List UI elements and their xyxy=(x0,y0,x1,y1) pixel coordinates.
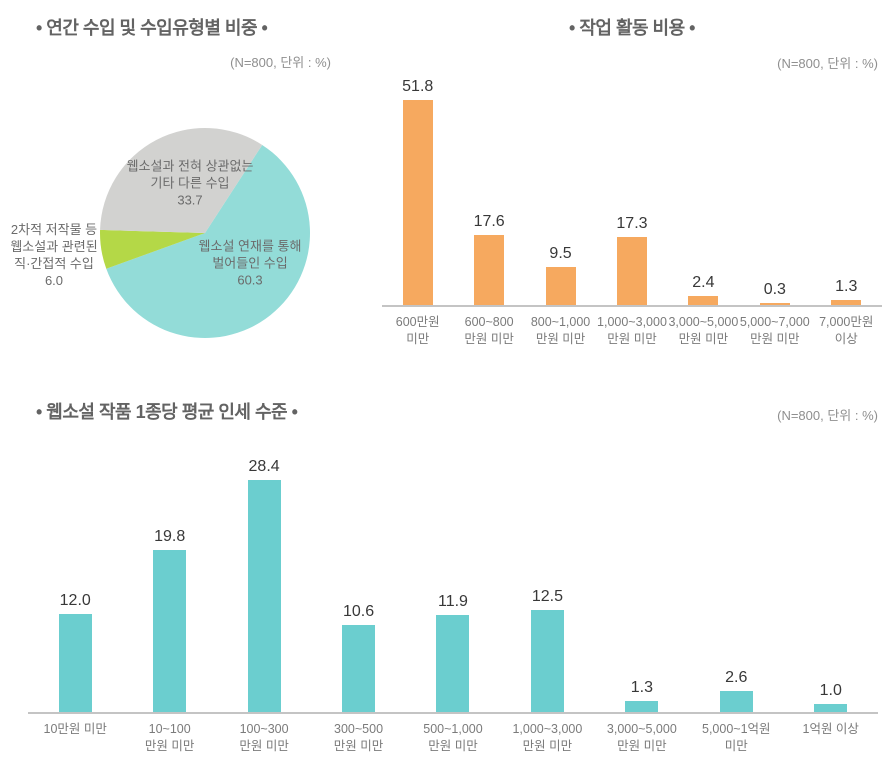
bar-value-label: 1.0 xyxy=(819,681,842,699)
pie-slice xyxy=(100,128,263,233)
bar xyxy=(342,625,376,712)
bar-category-label: 100~300 만원 미만 xyxy=(239,722,289,753)
bar-plot-area: 51.8 17.6 9.5 17.3 2.4 0.3 1.3 xyxy=(382,78,882,307)
bar xyxy=(759,303,790,305)
bar-value-label: 0.3 xyxy=(763,281,786,298)
avg-royalty-sample-note: (N=800, 단위 : %) xyxy=(777,408,878,423)
avg-royalty-chart-title: • 웹소설 작품 1종당 평균 인세 수준 • xyxy=(36,402,298,422)
bar-value-label: 11.9 xyxy=(437,592,468,610)
work-cost-bar-chart: 51.8 17.6 9.5 17.3 2.4 0.3 1.3 600만원 미만 600~800 … xyxy=(382,78,882,348)
pie-sample-note: (N=800, 단위 : %) xyxy=(230,55,331,70)
bar xyxy=(402,100,433,305)
bar-category-label: 7,000만원 이상 xyxy=(819,315,874,346)
bar-category-label: 800~1,000 만원 미만 xyxy=(530,315,591,346)
bar-column: 10.6 xyxy=(311,603,405,712)
bar-category-label: 600만원 미만 xyxy=(395,315,440,346)
bar xyxy=(153,550,187,712)
bar-category-label: 3,000~5,000 만원 미만 xyxy=(606,722,677,753)
bar xyxy=(719,690,753,712)
bar xyxy=(436,614,470,712)
bar-column: 51.8 xyxy=(382,78,453,305)
bar-column: 12.5 xyxy=(500,588,594,712)
bar-plot-area: 12.0 19.8 28.4 10.6 11.9 12.5 1.3 2.6 1.0 xyxy=(28,458,878,714)
pie-slice xyxy=(106,144,310,338)
bar-column: 9.5 xyxy=(525,245,596,305)
bar-column: 28.4 xyxy=(217,458,311,712)
avg-royalty-bar-chart: 12.0 19.8 28.4 10.6 11.9 12.5 1.3 2.6 1.0 10만원 미만… xyxy=(28,458,878,755)
bar-value-label: 17.3 xyxy=(616,214,648,232)
bar-column: 17.6 xyxy=(453,213,524,305)
bar-column: 0.3 xyxy=(739,281,810,305)
bar xyxy=(247,480,281,712)
bar xyxy=(58,614,92,712)
bar-column: 12.0 xyxy=(28,592,122,712)
bar-category-label: 3,000~5,000 만원 미만 xyxy=(668,315,739,346)
bar-value-label: 9.5 xyxy=(549,245,572,263)
bar xyxy=(814,703,848,712)
category-axis: 10만원 미만 10~100 만원 미만 100~300 만원 미만 300~500 … xyxy=(28,714,878,755)
pie-chart-title: • 연간 수입 및 수입유형별 비중 • xyxy=(36,18,268,38)
bar-value-label: 2.6 xyxy=(725,668,748,686)
bar-column: 17.3 xyxy=(596,214,667,305)
bar-category-label: 300~500 만원 미만 xyxy=(333,722,384,753)
bar-value-label: 1.3 xyxy=(630,679,653,697)
category-axis: 600만원 미만 600~800 만원 미만 800~1,000 만원 미만 1,00… xyxy=(382,307,882,348)
bar-category-label: 1,000~3,000 만원 미만 xyxy=(512,722,583,753)
bar-value-label: 51.8 xyxy=(402,78,434,95)
bar-value-label: 1.3 xyxy=(835,277,858,295)
bar-column: 2.4 xyxy=(668,273,739,305)
income-type-pie-chart: 웹소설 연재를 통해 벌어들인 수입 60.3 2차적 저작물 등 웹소설과 관련… xyxy=(0,95,380,375)
bar-category-label: 1억원 이상 xyxy=(802,722,859,736)
bar-value-label: 12.5 xyxy=(531,587,563,605)
bar-column: 19.8 xyxy=(122,528,216,712)
bar-column: 1.3 xyxy=(811,278,882,305)
bar xyxy=(688,295,719,305)
bar xyxy=(530,609,564,712)
bar-value-label: 12.0 xyxy=(59,592,91,609)
bar-value-label: 19.8 xyxy=(154,528,186,546)
bar-value-label: 17.6 xyxy=(473,213,505,231)
bar-column: 2.6 xyxy=(689,669,783,712)
bar-category-label: 500~1,000 만원 미만 xyxy=(423,722,483,753)
bar-value-label: 28.4 xyxy=(248,458,280,475)
bar xyxy=(831,299,862,305)
bar xyxy=(616,236,647,305)
work-cost-chart-title: • 작업 활동 비용 • xyxy=(569,18,695,38)
bar-value-label: 10.6 xyxy=(342,603,375,621)
bar-column: 11.9 xyxy=(406,593,500,712)
bar xyxy=(545,267,576,305)
pie-slice-label: 웹소설과 전혀 상관없는 기타 다른 수입 33.7 xyxy=(126,158,254,208)
bar-category-label: 10만원 미만 xyxy=(43,722,107,736)
work-cost-sample-note: (N=800, 단위 : %) xyxy=(777,56,878,71)
bar-category-label: 5,000~1억원 미만 xyxy=(702,722,771,753)
pie-slice-label: 웹소설 연재를 통해 벌어들인 수입 60.3 xyxy=(198,238,302,288)
bar-column: 1.0 xyxy=(784,682,878,712)
pie-slice xyxy=(100,229,205,269)
bar xyxy=(474,235,505,305)
bar-category-label: 10~100 만원 미만 xyxy=(144,722,195,753)
bar-category-label: 600~800 만원 미만 xyxy=(464,315,514,346)
bar-value-label: 2.4 xyxy=(692,273,715,291)
pie-slice-label: 2차적 저작물 등 웹소설과 관련된 직·간접적 수입 6.0 xyxy=(10,222,98,288)
bar-category-label: 1,000~3,000 만원 미만 xyxy=(597,315,667,346)
bar-column: 1.3 xyxy=(595,679,689,712)
bar xyxy=(625,701,659,712)
bar-category-label: 5,000~7,000 만원 미만 xyxy=(739,315,810,346)
